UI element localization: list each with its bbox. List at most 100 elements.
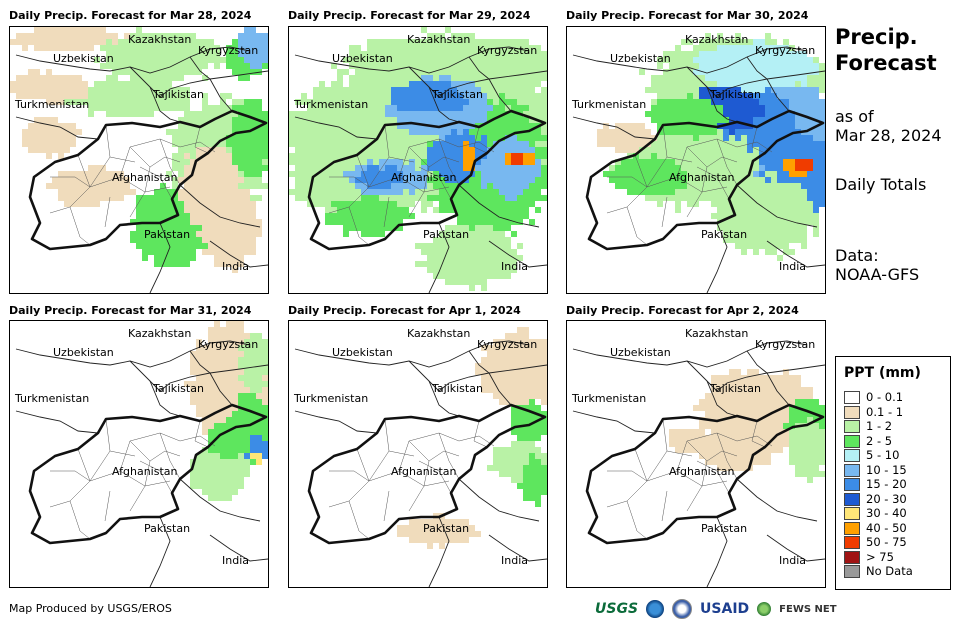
precip-cell (307, 135, 313, 141)
precip-cell (214, 495, 220, 501)
precip-cell (409, 159, 415, 165)
precip-cell (208, 483, 214, 489)
precip-cell (349, 219, 355, 225)
precip-cell (202, 465, 208, 471)
precip-cell (747, 381, 753, 387)
precip-cell (705, 399, 711, 405)
precip-cell (535, 183, 541, 189)
map-label-uzbekistan: Uzbekistan (610, 346, 671, 359)
precip-cell (445, 225, 451, 231)
precip-cell (693, 69, 699, 75)
legend-item: 30 - 40 (844, 506, 907, 520)
precip-cell (813, 141, 819, 147)
precip-cell (639, 123, 645, 129)
precip-cell (765, 57, 771, 63)
precip-cell (343, 105, 349, 111)
precip-cell (747, 45, 753, 51)
precip-cell (94, 27, 100, 33)
precip-cell (717, 387, 723, 393)
precip-cell (325, 87, 331, 93)
precip-cell (469, 153, 475, 159)
precip-cell (529, 75, 535, 81)
precip-cell (529, 423, 535, 429)
precip-cell (184, 93, 190, 99)
precip-cell (403, 99, 409, 105)
precip-cell (190, 201, 196, 207)
precip-cell (202, 189, 208, 195)
precip-cell (130, 75, 136, 81)
precip-cell (669, 153, 675, 159)
precip-cell (759, 441, 765, 447)
precip-cell (337, 147, 343, 153)
precip-cell (415, 261, 421, 267)
precip-cell (801, 453, 807, 459)
precip-cell (391, 207, 397, 213)
precip-cell (445, 171, 451, 177)
precip-cell (783, 213, 789, 219)
precip-cell (777, 63, 783, 69)
map-label-india: India (222, 554, 249, 567)
precip-cell (337, 195, 343, 201)
precip-cell (178, 135, 184, 141)
precip-cell (511, 465, 517, 471)
precip-cell (819, 153, 825, 159)
precip-cell (457, 147, 463, 153)
precip-cell (196, 375, 202, 381)
precip-cell (807, 129, 813, 135)
precip-cell (777, 237, 783, 243)
precip-cell (403, 93, 409, 99)
precip-cell (783, 117, 789, 123)
precip-cell (403, 81, 409, 87)
precip-cell (250, 51, 256, 57)
precip-cell (415, 243, 421, 249)
precip-cell (409, 57, 415, 63)
precip-cell (795, 153, 801, 159)
precip-cell (693, 171, 699, 177)
province-border (329, 176, 370, 188)
precip-cell (777, 177, 783, 183)
precip-cell (58, 75, 64, 81)
precip-cell (118, 105, 124, 111)
precip-cell (70, 171, 76, 177)
precip-cell (729, 75, 735, 81)
precip-cell (385, 195, 391, 201)
precip-cell (765, 189, 771, 195)
country-border (189, 56, 211, 80)
precip-cell (421, 39, 427, 45)
precip-cell (523, 63, 529, 69)
precip-cell (759, 213, 765, 219)
precip-cell (184, 51, 190, 57)
precip-cell (190, 195, 196, 201)
province-border (473, 126, 488, 154)
precip-cell (783, 201, 789, 207)
precip-cell (238, 357, 244, 363)
precip-cell (46, 33, 52, 39)
precip-cell (415, 123, 421, 129)
precip-cell (499, 447, 505, 453)
precip-cell (777, 207, 783, 213)
precip-cell (457, 159, 463, 165)
precip-cell (759, 105, 765, 111)
precip-cell (741, 207, 747, 213)
precip-cell (379, 147, 385, 153)
precip-cell (160, 249, 166, 255)
afghanistan-outline (28, 403, 268, 545)
precip-cell (609, 129, 615, 135)
precip-cell (463, 129, 469, 135)
precip-cell (427, 177, 433, 183)
precip-cell (244, 213, 250, 219)
precip-cell (433, 147, 439, 153)
precip-cell (94, 39, 100, 45)
precip-cell (244, 75, 250, 81)
precip-cell (675, 81, 681, 87)
province-border (607, 470, 648, 482)
precip-cell (741, 381, 747, 387)
precip-cell (415, 81, 421, 87)
precip-cell (232, 69, 238, 75)
precip-cell (409, 105, 415, 111)
precip-cell (256, 453, 262, 459)
precip-cell (262, 351, 268, 357)
precip-cell (232, 99, 238, 105)
precip-cell (34, 69, 40, 75)
precip-cell (693, 135, 699, 141)
